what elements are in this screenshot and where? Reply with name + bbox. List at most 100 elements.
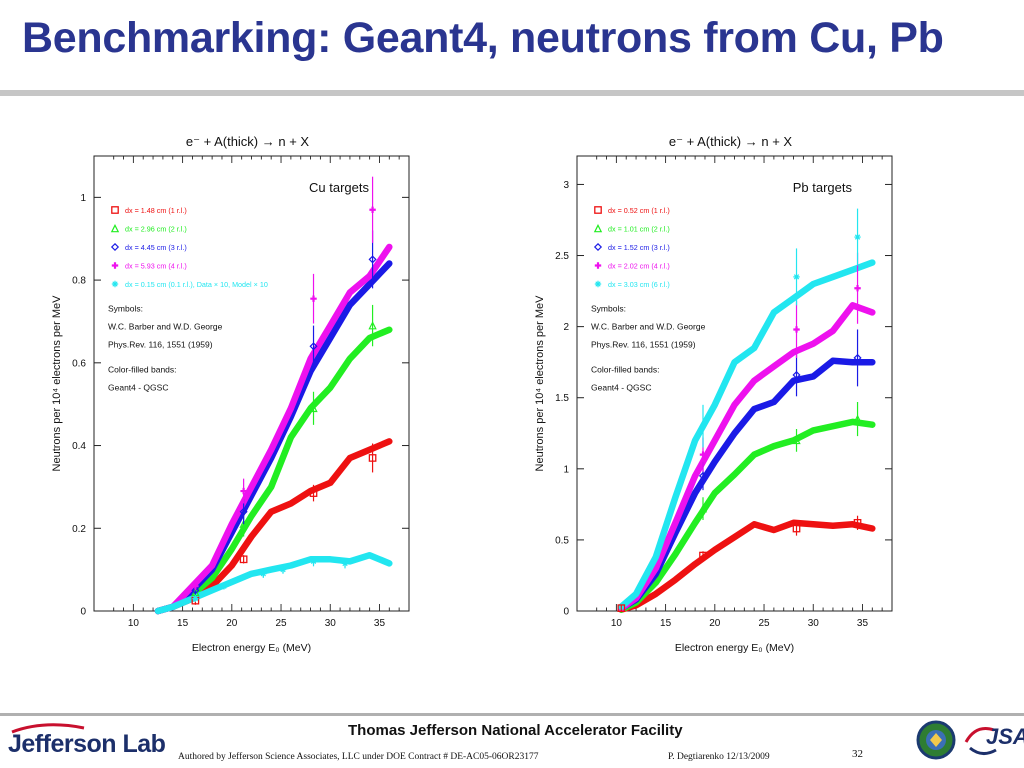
legend-marker (593, 223, 603, 233)
y-axis-label: Neutrons per 10⁴ electrons per MeV (51, 295, 63, 472)
note-text: Symbols: (591, 304, 626, 314)
footer-organization: Thomas Jefferson National Accelerator Fa… (348, 722, 683, 739)
note-text: W.C. Barber and W.D. George (108, 322, 223, 332)
data-point (341, 560, 349, 567)
data-point (792, 435, 801, 445)
data-point (309, 342, 318, 351)
data-point (239, 519, 248, 528)
data-point (699, 451, 707, 458)
x-axis-label: Electron energy E₀ (MeV) (675, 642, 794, 654)
y-tick-label: 2 (563, 322, 569, 333)
slide-title: Benchmarking: Geant4, neutrons from Cu, … (22, 14, 944, 62)
jefferson-lab-swoosh-icon (11, 723, 85, 734)
x-tick-label: 25 (275, 618, 287, 629)
data-point (792, 524, 801, 533)
jsa-logo: JSA (986, 724, 1024, 749)
legend-label: dx = 0.15 cm (0.1 r.l.), Data × 10, Mode… (125, 280, 268, 289)
legend-label: dx = 4.45 cm (3 r.l.) (125, 243, 187, 252)
legend-label: dx = 3.03 cm (6 r.l.) (608, 280, 670, 289)
legend-marker (110, 242, 120, 252)
data-point (191, 586, 200, 595)
footer-divider (0, 713, 1024, 716)
data-point (617, 604, 626, 613)
x-tick-label: 20 (226, 618, 238, 629)
note-text: Phys.Rev. 116, 1551 (1959) (108, 340, 213, 350)
page-number: 32 (852, 748, 863, 760)
legend-label: dx = 0.52 cm (1 r.l.) (608, 206, 670, 215)
data-point (369, 206, 376, 213)
data-point (260, 570, 267, 577)
data-point (279, 566, 287, 573)
note-text: Symbols: (108, 304, 143, 314)
x-tick-label: 15 (660, 618, 672, 629)
data-point (309, 403, 318, 413)
band-pb-4 (618, 259, 876, 610)
title-divider (0, 90, 1024, 96)
panel-title: Cu targets (309, 180, 369, 195)
panel-title: Pb targets (793, 180, 853, 195)
data-point (698, 504, 708, 513)
cu-targets-chart: e⁻ + A(thick) → n + X 0 0.2 0.4 0.6 0.8 1 10 15 2… (51, 134, 410, 654)
data-point (698, 471, 708, 480)
y-tick-label: 0.8 (72, 276, 86, 287)
y-tick-label: 1 (80, 193, 86, 204)
data-point (192, 595, 199, 602)
note-text: Geant4 - QGSC (591, 383, 651, 393)
data-point (310, 558, 317, 565)
x-axis-label: Electron energy E₀ (MeV) (192, 642, 311, 654)
jefferson-lab-logo: Jefferson Lab (8, 730, 166, 758)
legend-label: dx = 1.52 cm (3 r.l.) (608, 243, 670, 252)
data-point (853, 414, 862, 423)
x-tick-label: 30 (808, 618, 820, 629)
y-tick-label: 0.6 (72, 358, 86, 369)
legend-marker (594, 280, 602, 288)
y-tick-label: 0 (563, 607, 569, 618)
data-point (368, 321, 377, 330)
data-point (239, 555, 248, 564)
y-tick-label: 0.5 (555, 535, 569, 546)
y-tick-label: 0 (80, 607, 86, 618)
x-tick-label: 15 (177, 618, 189, 629)
x-tick-label: 10 (611, 618, 623, 629)
data-point (220, 582, 228, 590)
band-pb-3 (618, 302, 876, 612)
note-text: W.C. Barber and W.D. George (591, 322, 706, 332)
legend-marker (111, 280, 119, 288)
note-text: Phys.Rev. 116, 1551 (1959) (591, 340, 696, 350)
band-pb-1 (618, 418, 876, 613)
data-point (310, 295, 317, 302)
data-point (192, 582, 199, 590)
y-tick-label: 0.4 (72, 441, 86, 452)
footer-contract-note: Authored by Jefferson Science Associates… (178, 752, 539, 762)
x-tick-label: 35 (857, 618, 869, 629)
legend-label: dx = 2.02 cm (4 r.l.) (608, 262, 670, 271)
data-point (853, 518, 862, 527)
legend-label: dx = 5.93 cm (4 r.l.) (125, 262, 187, 271)
data-point (699, 422, 707, 430)
legend-label: dx = 1.48 cm (1 r.l.) (125, 206, 187, 215)
x-tick-label: 25 (758, 618, 770, 629)
legend-marker (593, 242, 603, 252)
footer-presenter: P. Degtiarenko 12/13/2009 (668, 752, 770, 762)
x-tick-label: 10 (128, 618, 140, 629)
y-tick-label: 3 (563, 180, 569, 191)
x-tick-label: 35 (374, 618, 386, 629)
data-point (309, 489, 318, 497)
x-tick-label: 20 (709, 618, 721, 629)
note-text: Color-filled bands: (108, 365, 177, 375)
jsa-logo-icon (964, 727, 997, 755)
y-tick-label: 1.5 (555, 393, 569, 404)
legend-label: dx = 1.01 cm (2 r.l.) (608, 225, 670, 234)
y-tick-label: 2.5 (555, 251, 569, 262)
data-point (240, 487, 247, 495)
reaction-label: e⁻ + A(thick) → n + X (669, 134, 793, 149)
y-tick-label: 0.2 (72, 524, 86, 535)
data-point (368, 454, 377, 462)
data-point (854, 233, 861, 241)
data-point (793, 273, 800, 281)
data-point (854, 285, 861, 292)
y-tick-label: 1 (563, 464, 569, 475)
data-point (853, 353, 862, 362)
data-point (699, 551, 707, 560)
reaction-label: e⁻ + A(thick) → n + X (186, 134, 310, 149)
